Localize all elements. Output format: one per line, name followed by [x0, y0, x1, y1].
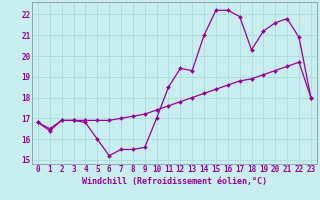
X-axis label: Windchill (Refroidissement éolien,°C): Windchill (Refroidissement éolien,°C): [82, 177, 267, 186]
